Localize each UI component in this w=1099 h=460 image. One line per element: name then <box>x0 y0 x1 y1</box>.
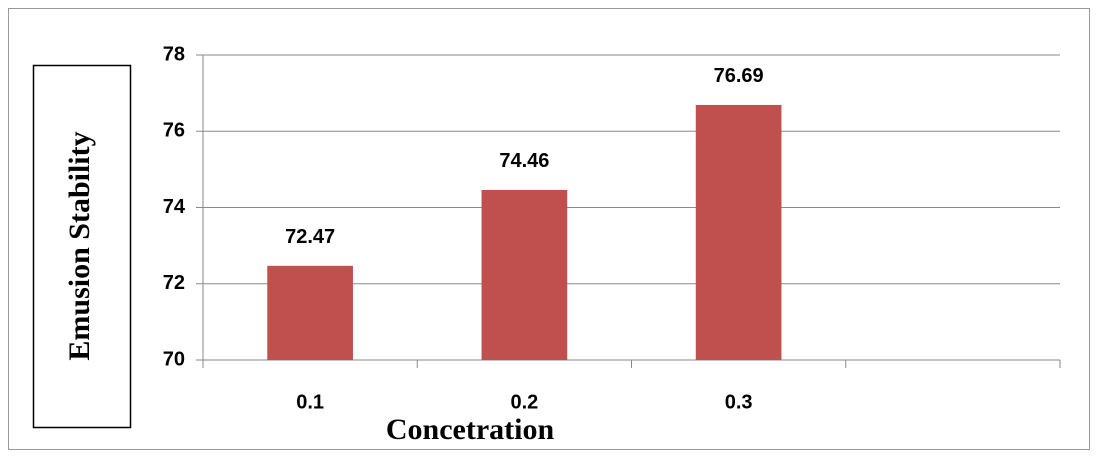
y-label-box <box>32 64 132 429</box>
y-tick-label: 78 <box>163 43 185 65</box>
x-tick-label: 0.3 <box>725 391 753 413</box>
x-tick-label: 0.1 <box>296 391 324 413</box>
data-label: 76.69 <box>714 65 764 87</box>
bar <box>481 189 568 360</box>
y-tick-label: 74 <box>163 196 186 218</box>
data-label: 74.46 <box>499 150 549 172</box>
chart-border <box>8 8 1090 450</box>
y-tick-label: 72 <box>163 272 185 294</box>
x-tick-label: 0.2 <box>510 391 538 413</box>
bar <box>695 104 782 360</box>
bar <box>267 265 353 360</box>
data-label: 72.47 <box>285 226 335 248</box>
y-axis-title: Emusion Stability <box>63 131 96 360</box>
y-tick-label: 70 <box>163 348 185 370</box>
x-axis-title: Concetration <box>386 413 555 446</box>
y-tick-label: 76 <box>163 120 185 142</box>
